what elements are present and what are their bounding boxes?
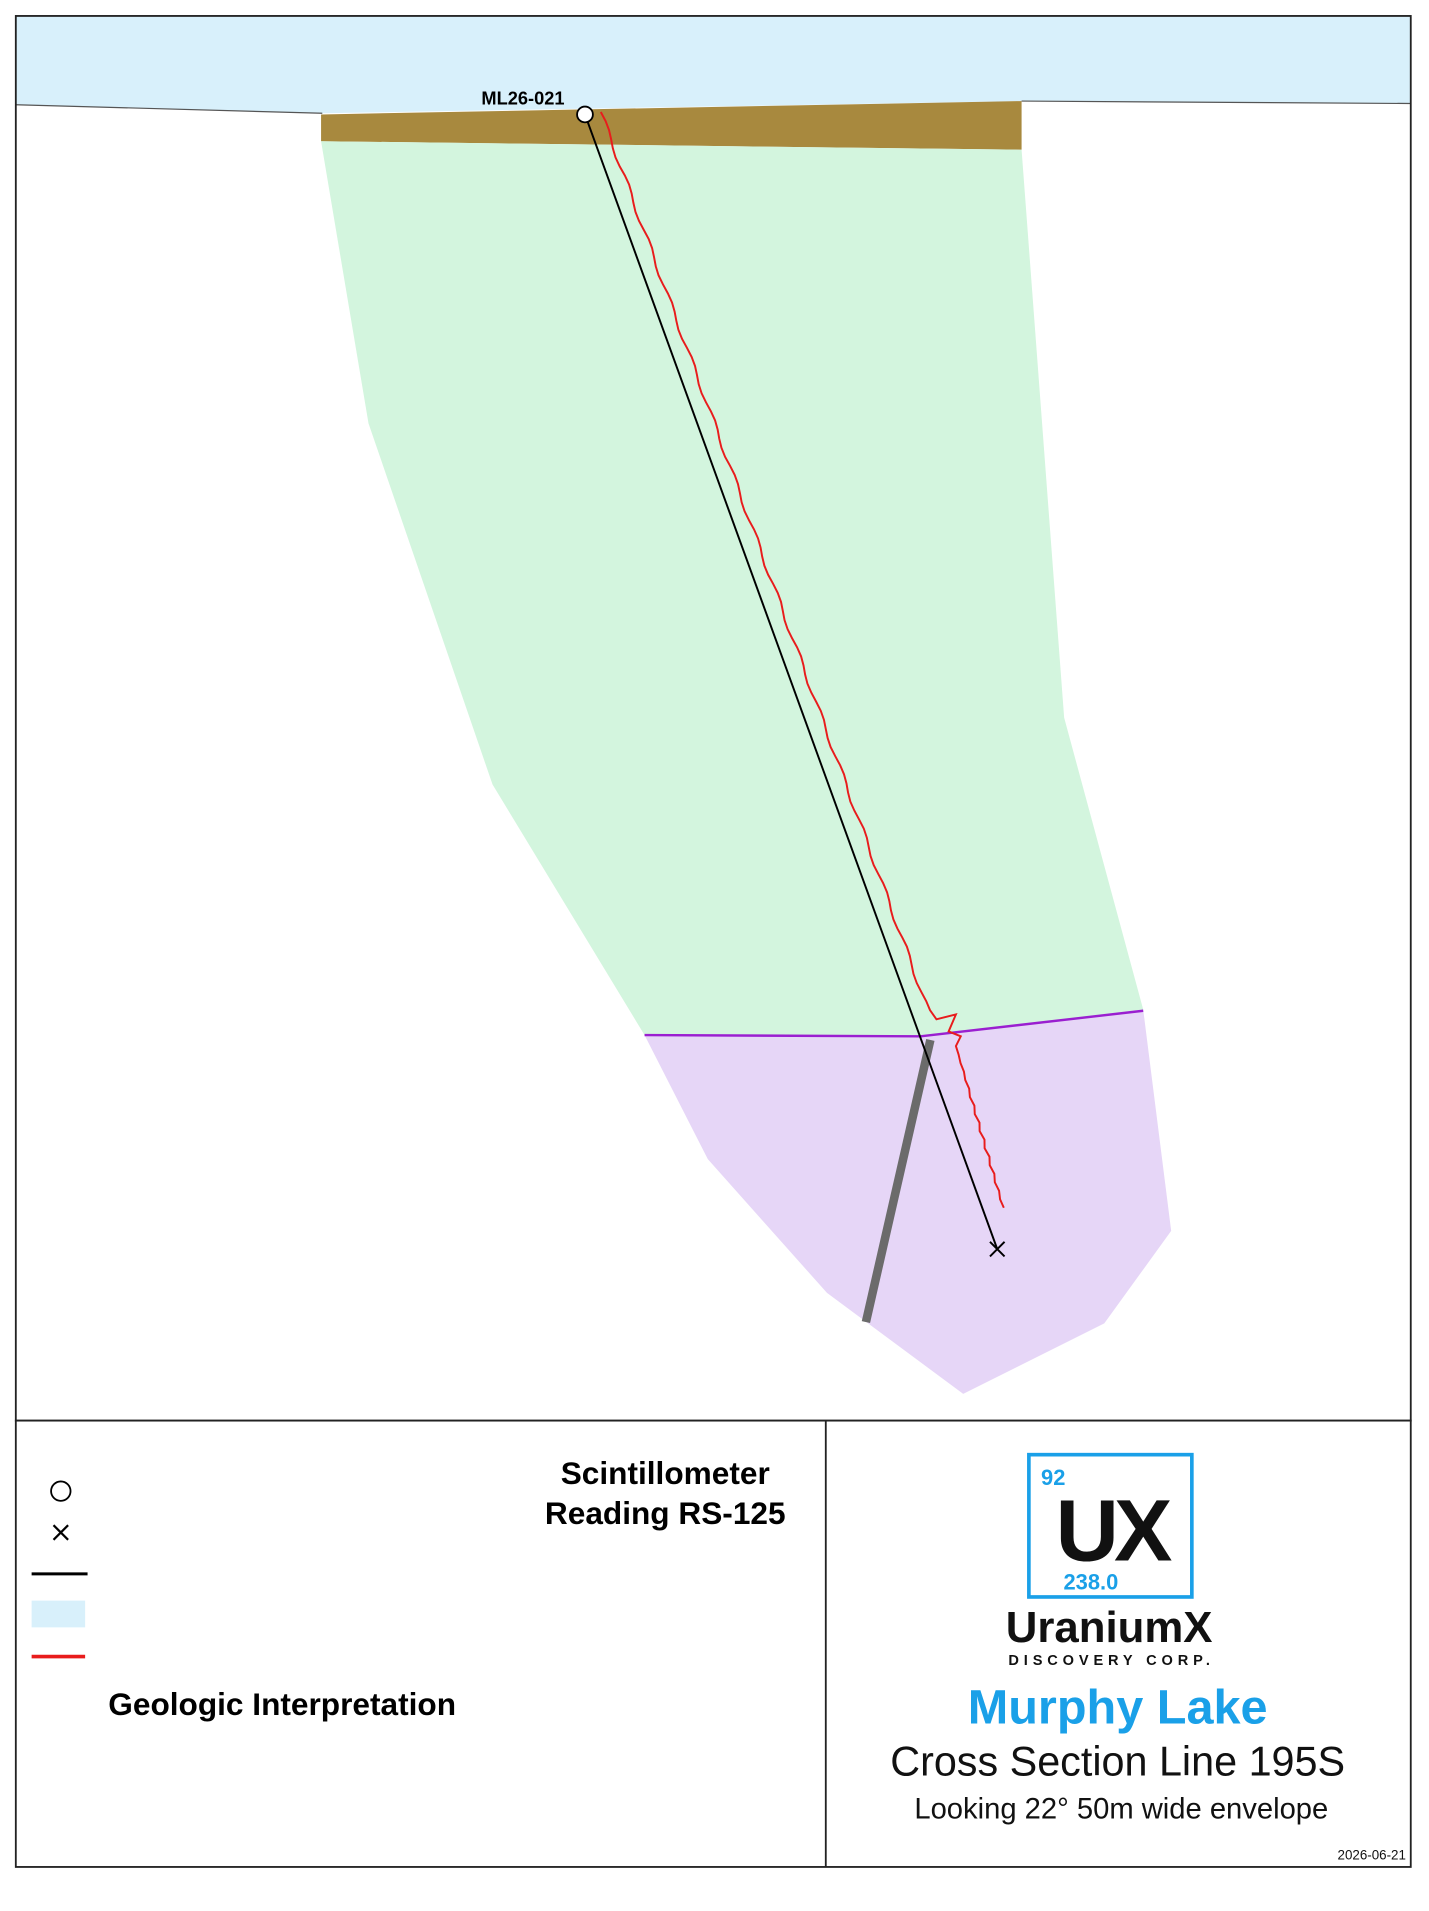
collar-symbol xyxy=(50,1480,72,1502)
logo-symbol: UX xyxy=(1056,1481,1172,1579)
overburden xyxy=(321,101,1022,150)
date: 2026-06-21 xyxy=(1338,1848,1406,1863)
drill-collar xyxy=(576,105,594,124)
orthogneiss xyxy=(644,1009,1172,1394)
topography xyxy=(15,104,323,114)
subtitle: Cross Section Line 195S xyxy=(890,1739,1345,1785)
title: Murphy Lake xyxy=(968,1680,1268,1734)
gamma-log xyxy=(599,111,1005,1209)
sky xyxy=(15,15,1411,114)
logo-number: 92 xyxy=(1041,1465,1065,1490)
cross-section: ML26-021 xyxy=(14,15,1412,1422)
scint-title: Reading RS-125 xyxy=(545,1495,786,1531)
logo-box xyxy=(1027,1452,1194,1599)
logo-tagline: DISCOVERY CORP. xyxy=(1008,1653,1214,1669)
scint-title: Scintillometer xyxy=(561,1455,770,1491)
shear-zone xyxy=(861,1039,935,1324)
end-of-hole xyxy=(989,1241,1006,1258)
logo-mass: 238.0 xyxy=(1064,1570,1119,1595)
logo-name: UraniumX xyxy=(1006,1603,1213,1652)
end-symbol xyxy=(52,1524,69,1541)
sky-symbol xyxy=(31,1600,86,1628)
legend-panel: Geologic Interpretation Scintillometer R… xyxy=(14,1419,1412,1868)
drill-hole xyxy=(584,114,999,1250)
topography xyxy=(1021,100,1411,105)
hole-label: ML26-021 xyxy=(481,88,564,109)
geology-title: Geologic Interpretation xyxy=(108,1686,456,1722)
note: Looking 22° 50m wide envelope xyxy=(914,1793,1328,1825)
sandstone xyxy=(321,141,1144,1037)
